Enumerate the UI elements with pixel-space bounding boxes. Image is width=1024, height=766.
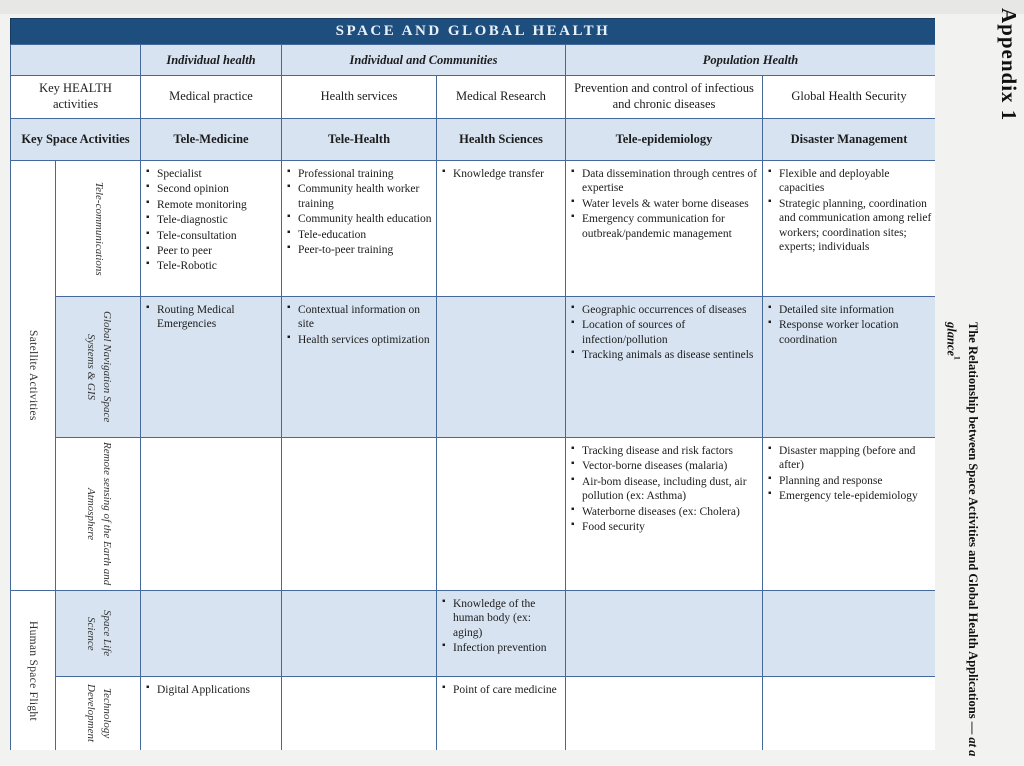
side-title-superscript: 1 bbox=[952, 356, 962, 361]
header-medical-practice: Medical practice bbox=[140, 75, 281, 118]
group-header-individual-communities: Individual and Communities bbox=[281, 44, 565, 75]
bullet-item: Knowledge transfer bbox=[442, 166, 544, 181]
side-title: The Relationship between Space Activitie… bbox=[941, 322, 982, 766]
bullet-item: Tracking disease and risk factors bbox=[571, 443, 759, 458]
key-space-activities-label: Key Space Activities bbox=[10, 118, 140, 160]
bullet-item: Air-bom disease, including dust, air pol… bbox=[571, 474, 759, 504]
bullet-item: Disaster mapping (before and after) bbox=[768, 443, 932, 473]
row-label-tele-communications: Tele-communications bbox=[55, 160, 140, 296]
bullet-item: Tele-consultation bbox=[146, 227, 247, 243]
human-space-flight-label: Human Space Flight bbox=[27, 620, 39, 721]
cell-tech-tele-epidemiology bbox=[565, 676, 762, 750]
header-tele-epidemiology: Tele-epidemiology bbox=[565, 118, 762, 160]
cell-gnss-tele-epidemiology: Geographic occurrences of diseasesLocati… bbox=[565, 296, 762, 437]
bullet-item: Response worker location coordination bbox=[768, 317, 932, 347]
bullet-item: Food security bbox=[571, 519, 759, 534]
bullet-item: Location of sources of infection/polluti… bbox=[571, 317, 759, 347]
header-tele-medicine: Tele-Medicine bbox=[140, 118, 281, 160]
header-tele-health: Tele-Health bbox=[281, 118, 436, 160]
bullet-item: Digital Applications bbox=[146, 682, 250, 697]
cell-sls-tele-epidemiology bbox=[565, 590, 762, 676]
header-disaster-management: Disaster Management bbox=[762, 118, 935, 160]
cell-telecom-tele-epidemiology: Data dissemination through centres of ex… bbox=[565, 160, 762, 296]
cell-gnss-tele-health: Contextual information on siteHealth ser… bbox=[281, 296, 436, 437]
header-global-health-security: Global Health Security bbox=[762, 75, 935, 118]
row-label-technology-development: Technology Development bbox=[55, 676, 140, 750]
side-title-italic-b: glance bbox=[944, 322, 959, 357]
bullet-item: Knowledge of the human body (ex: aging) bbox=[442, 596, 562, 640]
cell-tech-disaster-management bbox=[762, 676, 935, 750]
group-header-population: Population Health bbox=[565, 44, 935, 75]
cell-sls-disaster-management bbox=[762, 590, 935, 676]
cell-tech-tele-health bbox=[281, 676, 436, 750]
side-title-main: The Relationship between Space Activitie… bbox=[966, 322, 980, 738]
bullet-item: Strategic planning, coordination and com… bbox=[768, 196, 932, 255]
cell-remote-disaster-management: Disaster mapping (before and after)Plann… bbox=[762, 437, 935, 590]
table-title: SPACE AND GLOBAL HEALTH bbox=[10, 18, 935, 44]
bullet-item: Peer-to-peer training bbox=[287, 242, 433, 257]
header-prevention-control: Prevention and control of infectious and… bbox=[565, 75, 762, 118]
cell-gnss-tele-medicine: Routing Medical Emergencies bbox=[140, 296, 281, 437]
bullet-item: Tracking animals as disease sentinels bbox=[571, 347, 759, 362]
bullet-item: Second opinion bbox=[146, 181, 247, 196]
side-title-italic-a: at a bbox=[966, 737, 980, 757]
row-label-gnss: Global Navigation Space Systems & GIS bbox=[55, 296, 140, 437]
cell-tech-health-sciences: Point of care medicine bbox=[436, 676, 565, 750]
header-medical-research: Medical Research bbox=[436, 75, 565, 118]
key-health-activities-label: Key HEALTH activities bbox=[10, 75, 140, 118]
scan-edge bbox=[0, 0, 1024, 14]
bullet-item: Tele-diagnostic bbox=[146, 212, 247, 227]
bullet-item: Flexible and deployable capacities bbox=[768, 166, 932, 196]
bullet-item: Infection prevention bbox=[442, 640, 562, 655]
bullet-item: Tele-education bbox=[287, 226, 433, 242]
bullet-item: Health services optimization bbox=[287, 332, 433, 347]
bullet-item: Point of care medicine bbox=[442, 682, 557, 697]
cell-gnss-health-sciences bbox=[436, 296, 565, 437]
bullet-item: Routing Medical Emergencies bbox=[146, 302, 278, 332]
bullet-item: Tele-Robotic bbox=[146, 258, 247, 273]
bullet-item: Geographic occurrences of diseases bbox=[571, 302, 759, 317]
cell-sls-tele-health bbox=[281, 590, 436, 676]
row-group-satellite-activities: Satellite Activities bbox=[10, 160, 55, 590]
row-label-space-life-science: Space Life Science bbox=[55, 590, 140, 676]
cell-tech-tele-medicine: Digital Applications bbox=[140, 676, 281, 750]
appendix-label: Appendix 1 bbox=[997, 8, 1021, 122]
satellite-activities-label: Satellite Activities bbox=[27, 330, 39, 421]
row-label-remote-sensing: Remote sensing of the Earth and Atmosphe… bbox=[55, 437, 140, 590]
bullet-item: Remote monitoring bbox=[146, 197, 247, 212]
bullet-item: Planning and response bbox=[768, 473, 932, 488]
bullet-item: Data dissemination through centres of ex… bbox=[571, 166, 759, 196]
cell-telecom-tele-health: Professional trainingCommunity health wo… bbox=[281, 160, 436, 296]
bullet-item: Peer to peer bbox=[146, 243, 247, 258]
cell-sls-tele-medicine bbox=[140, 590, 281, 676]
bullet-item: Contextual information on site bbox=[287, 302, 433, 332]
bullet-item: Detailed site information bbox=[768, 302, 932, 317]
group-header-blank bbox=[10, 44, 140, 75]
bullet-item: Community health worker training bbox=[287, 181, 433, 211]
cell-remote-tele-epidemiology: Tracking disease and risk factorsVector-… bbox=[565, 437, 762, 590]
cell-gnss-disaster-management: Detailed site informationResponse worker… bbox=[762, 296, 935, 437]
cell-telecom-tele-medicine: SpecialistSecond opinionRemote monitorin… bbox=[140, 160, 281, 296]
group-header-individual: Individual health bbox=[140, 44, 281, 75]
cell-telecom-health-sciences: Knowledge transfer bbox=[436, 160, 565, 296]
bullet-item: Emergency communication for outbreak/pan… bbox=[571, 211, 759, 241]
bullet-item: Emergency tele-epidemiology bbox=[768, 488, 932, 503]
cell-remote-health-sciences bbox=[436, 437, 565, 590]
bullet-item: Water levels & water borne diseases bbox=[571, 196, 759, 211]
space-global-health-table: SPACE AND GLOBAL HEALTH Individual healt… bbox=[10, 18, 935, 750]
cell-remote-tele-medicine bbox=[140, 437, 281, 590]
header-health-sciences: Health Sciences bbox=[436, 118, 565, 160]
bullet-item: Specialist bbox=[146, 166, 247, 181]
row-group-human-space-flight: Human Space Flight bbox=[10, 590, 55, 750]
cell-telecom-disaster-management: Flexible and deployable capacitiesStrate… bbox=[762, 160, 935, 296]
cell-remote-tele-health bbox=[281, 437, 436, 590]
header-health-services: Health services bbox=[281, 75, 436, 118]
bullet-item: Community health education bbox=[287, 211, 433, 226]
bullet-item: Waterborne diseases (ex: Cholera) bbox=[571, 503, 759, 519]
cell-sls-health-sciences: Knowledge of the human body (ex: aging)I… bbox=[436, 590, 565, 676]
bullet-item: Professional training bbox=[287, 166, 433, 181]
bullet-item: Vector-borne diseases (malaria) bbox=[571, 458, 759, 473]
